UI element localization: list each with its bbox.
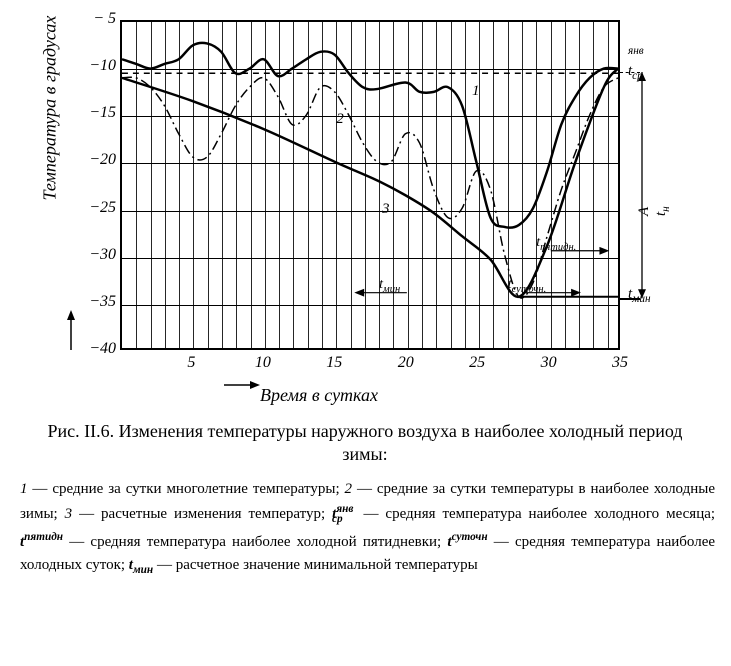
x-axis-label: Время в сутках (260, 385, 378, 406)
caption-prefix: Рис. II.6. (48, 421, 115, 441)
sym-sup: пятидн (24, 531, 63, 543)
symbol-tpyat: tпятидн (20, 534, 69, 550)
legend-desc-tcp: — средняя температура наиболее холодного… (363, 506, 715, 522)
figure-caption: Рис. II.6. Изменения температуры наружно… (35, 420, 695, 467)
symbol-tmin: tмин (129, 557, 157, 573)
caption-main: Изменения температуры наружного воздуха … (119, 421, 683, 464)
symbol-tsut: tсуточн (447, 534, 493, 550)
figure-legend: 1 — средние за сутки многолетние темпера… (20, 478, 715, 579)
legend-text-3: — расчетные изменения температур; (79, 506, 325, 522)
legend-idx-1: 1 (20, 481, 32, 497)
legend-desc-tpyat: — средняя температура наиболее холодной … (69, 534, 441, 550)
legend-desc-tmin: — расчетное значение минимальной темпера… (157, 557, 478, 573)
plot-box: 123 tминtсуточн.tпятидн. (120, 20, 620, 350)
y-axis-label: Температура в градусах (40, 16, 61, 201)
sym-sup: суточн (452, 531, 488, 543)
plot-svg (122, 22, 618, 348)
legend-text-1: — средние за сутки многолетние температу… (32, 481, 339, 497)
sym-sub: мин (133, 564, 153, 576)
sym-sub: ср (332, 513, 343, 525)
legend-idx-2: 2 (345, 481, 357, 497)
legend-idx-3: 3 (65, 506, 79, 522)
chart-area: Температура в градусах − 5−10−15−20−25−3… (60, 10, 660, 380)
symbol-tcp-yanv: tянвср (332, 506, 349, 522)
x-axis-arrow-icon (224, 380, 260, 390)
y-axis-arrow-icon (66, 310, 76, 350)
